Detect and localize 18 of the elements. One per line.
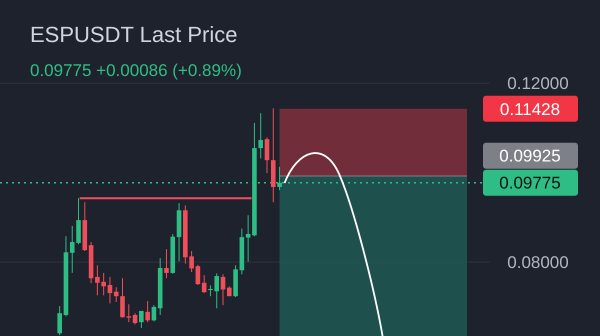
text: 0.09775 +0.00086 (+0.89%): [30, 61, 242, 80]
candlestick: [208, 284, 213, 297]
candlestick: [152, 304, 156, 322]
band-label: 0.11428: [500, 100, 560, 119]
candlestick: [132, 312, 138, 325]
candlestick: [114, 286, 119, 302]
text: ESPUSDT Last Price: [30, 22, 238, 47]
candlestick: [145, 300, 150, 323]
ref-line-label: 0.09775: [499, 174, 561, 193]
candlestick: [164, 248, 169, 279]
candlestick: [139, 310, 144, 328]
ref-line-label: 0.09925: [499, 146, 561, 166]
candlestick: [202, 274, 206, 294]
y-tick-label: 0.08000: [507, 253, 569, 272]
candlestick: [264, 136, 270, 174]
candlestick: [258, 112, 264, 159]
y-tick-label: 0.12000: [507, 74, 569, 94]
candlestick: [214, 272, 220, 309]
